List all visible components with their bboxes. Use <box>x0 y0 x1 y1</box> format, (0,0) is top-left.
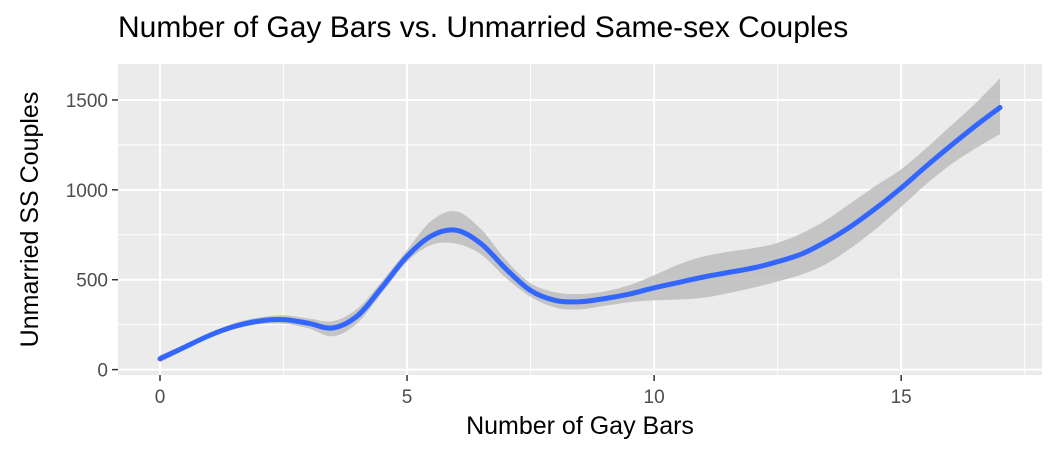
x-axis: 0 5 10 15 <box>155 375 912 408</box>
smooth-line-layer <box>157 105 1003 362</box>
plot-panel <box>118 64 1042 375</box>
x-tick-label: 0 <box>155 387 166 408</box>
y-axis-title: Unmarried SS Couples <box>16 92 44 348</box>
x-tick-label: 15 <box>891 387 912 408</box>
y-tick-label: 1000 <box>66 181 108 202</box>
y-tick-label: 500 <box>76 271 108 292</box>
x-tick-label: 10 <box>644 387 665 408</box>
y-tick-label: 1500 <box>66 91 108 112</box>
smooth-fit-line <box>157 105 1003 362</box>
y-axis: 0 500 1000 1500 <box>66 91 118 382</box>
y-tick-label: 0 <box>97 361 108 382</box>
confidence-band <box>160 78 1000 363</box>
minor-gridlines <box>118 64 1042 375</box>
x-tick-label: 5 <box>402 387 413 408</box>
confidence-band-layer <box>160 78 1000 363</box>
chart-title: Number of Gay Bars vs. Unmarried Same-se… <box>118 11 848 44</box>
x-axis-title: Number of Gay Bars <box>466 412 694 440</box>
